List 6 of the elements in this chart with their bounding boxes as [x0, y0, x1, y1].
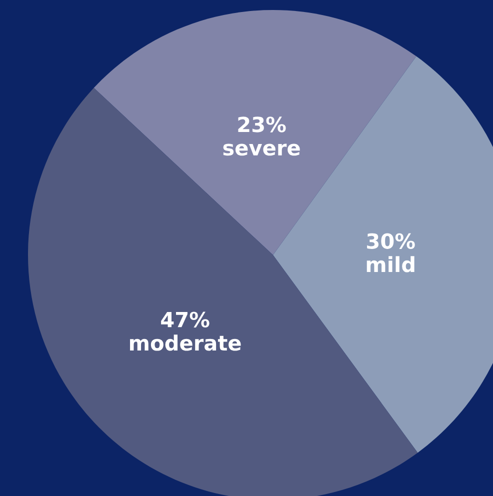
data-label: 30% [367, 233, 415, 249]
data-label: 23% [238, 116, 286, 132]
data-label: 47% [161, 312, 210, 328]
slice-label: moderate [130, 334, 241, 351]
slice-label: mild [366, 256, 414, 272]
slice-label: severe [223, 144, 300, 156]
